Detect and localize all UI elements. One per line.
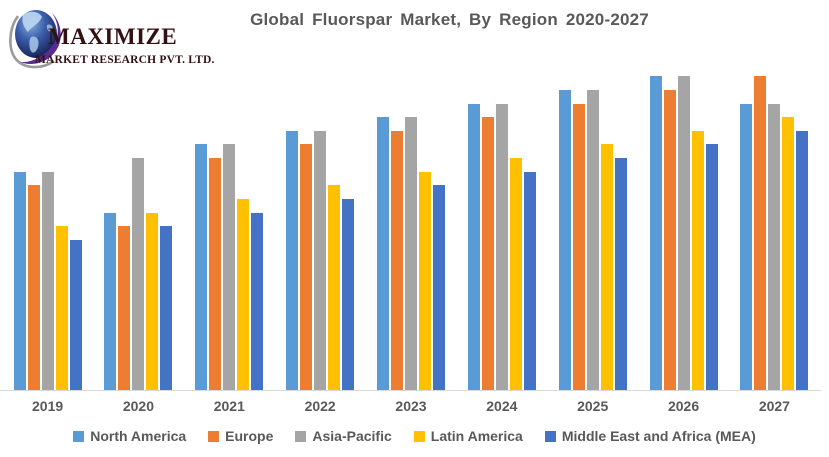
bar-middle-east-and-africa-mea-2023 [433, 185, 445, 390]
bar-north-america-2020 [104, 213, 117, 390]
company-logo: MAXIMIZE MARKET RESEARCH PVT. LTD. [6, 2, 216, 80]
legend-item-europe: Europe [208, 428, 273, 444]
bar-chart-plot-area [0, 49, 829, 390]
bar-europe-2026 [663, 90, 676, 390]
bar-latin-america-2019 [55, 226, 68, 390]
x-axis-label-2022: 2022 [304, 398, 336, 414]
legend-label: Latin America [430, 428, 523, 444]
logo-company-subtitle: MARKET RESEARCH PVT. LTD. [35, 54, 215, 66]
bar-asia-pacific-2019 [41, 172, 54, 390]
legend-item-asia-pacific: Asia-Pacific [295, 428, 392, 444]
bar-group-2027 [740, 49, 809, 390]
bar-middle-east-and-africa-mea-2019 [69, 240, 82, 390]
chart-legend: North America Europe Asia-Pacific Latin Ame… [0, 428, 829, 444]
bar-north-america-2026 [649, 76, 662, 390]
chart-title: Global Fluorspar Market, By Region 2020-… [250, 10, 649, 29]
legend-item-north-america: North America [73, 428, 186, 444]
bar-asia-pacific-2027 [768, 104, 781, 390]
bar-europe-2020 [118, 226, 131, 390]
bar-latin-america-2026 [691, 131, 704, 390]
bar-latin-america-2025 [600, 144, 613, 390]
x-axis-label-2025: 2025 [577, 398, 609, 414]
bar-north-america-2025 [558, 90, 571, 390]
bar-asia-pacific-2021 [223, 144, 236, 390]
legend-label: Middle East and Africa (MEA) [561, 428, 756, 444]
legend-label: Europe [225, 428, 274, 444]
bar-europe-2023 [391, 131, 403, 390]
legend-label: Asia-Pacific [312, 428, 392, 444]
bar-latin-america-2021 [237, 199, 250, 390]
x-axis-label-2023: 2023 [395, 398, 427, 414]
bar-latin-america-2020 [146, 213, 159, 390]
x-axis-label-2024: 2024 [486, 398, 518, 414]
bar-group-2019 [13, 49, 82, 390]
bar-europe-2021 [209, 158, 222, 390]
legend-swatch-north-america [73, 430, 85, 442]
x-axis-label-2027: 2027 [758, 398, 790, 414]
bar-group-2020 [104, 49, 173, 390]
bar-middle-east-and-africa-mea-2025 [614, 158, 627, 390]
bar-europe-2022 [300, 144, 313, 390]
bar-group-2023 [377, 49, 445, 390]
bar-group-2024 [467, 49, 536, 390]
bar-north-america-2023 [377, 117, 389, 390]
bar-europe-2025 [572, 104, 585, 390]
x-axis-line [0, 390, 821, 391]
x-axis-label-2019: 2019 [32, 398, 64, 414]
x-axis-label-2020: 2020 [122, 398, 155, 414]
bar-north-america-2019 [13, 172, 26, 390]
x-axis-labels: 2019 2020 2021 2022 2023 2024 2025 2026 2027 [0, 398, 829, 416]
x-axis-label-2021: 2021 [213, 398, 245, 414]
bar-group-2025 [558, 49, 627, 390]
legend-item-latin-america: Latin America [413, 428, 523, 444]
bar-latin-america-2024 [509, 158, 522, 390]
bar-middle-east-and-africa-mea-2021 [251, 213, 264, 390]
bar-north-america-2022 [286, 131, 299, 390]
bar-north-america-2021 [195, 144, 208, 390]
bar-group-2021 [195, 49, 264, 390]
legend-swatch-asia-pacific [295, 430, 307, 442]
bar-middle-east-and-africa-mea-2022 [342, 199, 355, 390]
legend-swatch-latin-america [413, 430, 425, 442]
bar-middle-east-and-africa-mea-2027 [796, 131, 809, 390]
bar-europe-2024 [481, 117, 494, 390]
bar-latin-america-2027 [782, 117, 795, 390]
bar-middle-east-and-africa-mea-2020 [160, 226, 173, 390]
bar-middle-east-and-africa-mea-2024 [523, 172, 536, 390]
legend-swatch-europe [208, 430, 220, 442]
legend-item-middle-east-and-africa-mea: Middle East and Africa (MEA) [544, 428, 756, 444]
bar-europe-2019 [27, 185, 40, 390]
bar-north-america-2027 [740, 104, 753, 390]
bar-asia-pacific-2026 [677, 76, 690, 390]
bar-europe-2027 [754, 76, 767, 390]
logo-company-name: MAXIMIZE [48, 24, 178, 49]
bar-asia-pacific-2020 [132, 158, 145, 390]
bar-group-2026 [649, 49, 718, 390]
bar-group-2022 [286, 49, 355, 390]
legend-swatch-middle-east-and-africa-mea [544, 430, 556, 442]
bar-middle-east-and-africa-mea-2026 [705, 144, 718, 390]
bar-asia-pacific-2022 [314, 131, 327, 390]
bar-latin-america-2023 [419, 172, 431, 390]
bar-asia-pacific-2024 [495, 104, 508, 390]
bar-asia-pacific-2023 [405, 117, 417, 390]
bar-north-america-2024 [467, 104, 480, 390]
globe-logo-icon [9, 10, 61, 69]
x-axis-label-2026: 2026 [667, 398, 700, 414]
bar-latin-america-2022 [328, 185, 341, 390]
legend-label: North America [90, 428, 187, 444]
bar-asia-pacific-2025 [586, 90, 599, 390]
